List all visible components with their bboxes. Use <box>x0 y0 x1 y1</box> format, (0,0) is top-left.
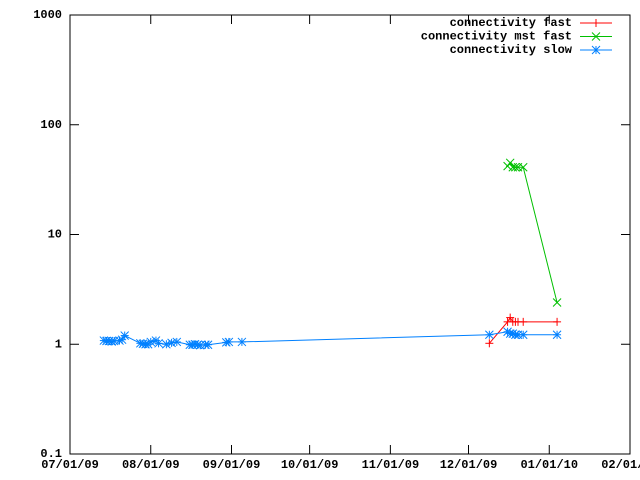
marker-stroke <box>167 338 176 348</box>
y-tick-label: 10 <box>48 228 62 242</box>
marker-stroke <box>518 162 528 172</box>
legend-label: connectivity slow <box>450 43 573 57</box>
marker-stroke <box>224 337 234 347</box>
marker-stroke <box>120 331 130 340</box>
data-point <box>120 331 130 340</box>
data-point <box>154 338 163 348</box>
data-point <box>553 317 562 326</box>
data-point <box>552 330 562 340</box>
legend-marker <box>592 19 600 27</box>
marker-stroke <box>203 340 213 350</box>
legend-marker <box>591 45 601 55</box>
x-tick-label: 02/01/10 <box>601 458 640 472</box>
data-point <box>485 339 494 348</box>
x-tick-label: 01/01/10 <box>520 458 578 472</box>
x-tick-label: 07/01/09 <box>41 458 99 472</box>
marker-stroke <box>505 158 515 168</box>
data-point <box>162 339 171 349</box>
data-point <box>146 337 156 347</box>
marker-stroke <box>172 337 182 347</box>
data-point <box>518 330 528 340</box>
marker-stroke <box>511 162 520 172</box>
x-tick-label: 12/01/09 <box>440 458 498 472</box>
marker-stroke <box>503 327 512 337</box>
marker-stroke <box>591 45 601 55</box>
marker-stroke <box>591 32 601 41</box>
y-tick-label: 1 <box>55 337 62 351</box>
marker-stroke <box>162 339 171 349</box>
data-point <box>203 340 213 350</box>
data-point <box>172 337 182 347</box>
legend-label: connectivity mst fast <box>421 30 572 44</box>
data-point <box>506 313 515 322</box>
y-tick-label: 100 <box>40 118 62 132</box>
data-point <box>552 298 562 307</box>
x-tick-label: 09/01/09 <box>203 458 261 472</box>
legend-label: connectivity fast <box>450 16 572 30</box>
data-point <box>518 162 528 172</box>
data-point <box>511 162 520 172</box>
data-point <box>237 337 247 347</box>
data-point <box>167 338 176 348</box>
data-point <box>224 337 234 347</box>
x-tick-label: 11/01/09 <box>362 458 420 472</box>
plot-frame <box>69 14 631 455</box>
marker-stroke <box>518 330 528 340</box>
data-point <box>484 330 494 340</box>
marker-stroke <box>146 337 156 347</box>
y-tick-label: 1000 <box>33 8 62 22</box>
marker-stroke <box>484 330 494 340</box>
marker-stroke <box>154 338 163 348</box>
legend-marker <box>591 32 601 41</box>
series-line <box>507 161 558 303</box>
marker-stroke <box>237 337 247 347</box>
data-point <box>519 317 528 326</box>
x-tick-label: 10/01/09 <box>281 458 339 472</box>
marker-stroke <box>552 330 562 340</box>
marker-stroke <box>552 298 562 307</box>
x-tick-label: 08/01/09 <box>122 458 180 472</box>
data-point <box>505 158 515 168</box>
y-tick-label: 0.1 <box>40 447 62 461</box>
